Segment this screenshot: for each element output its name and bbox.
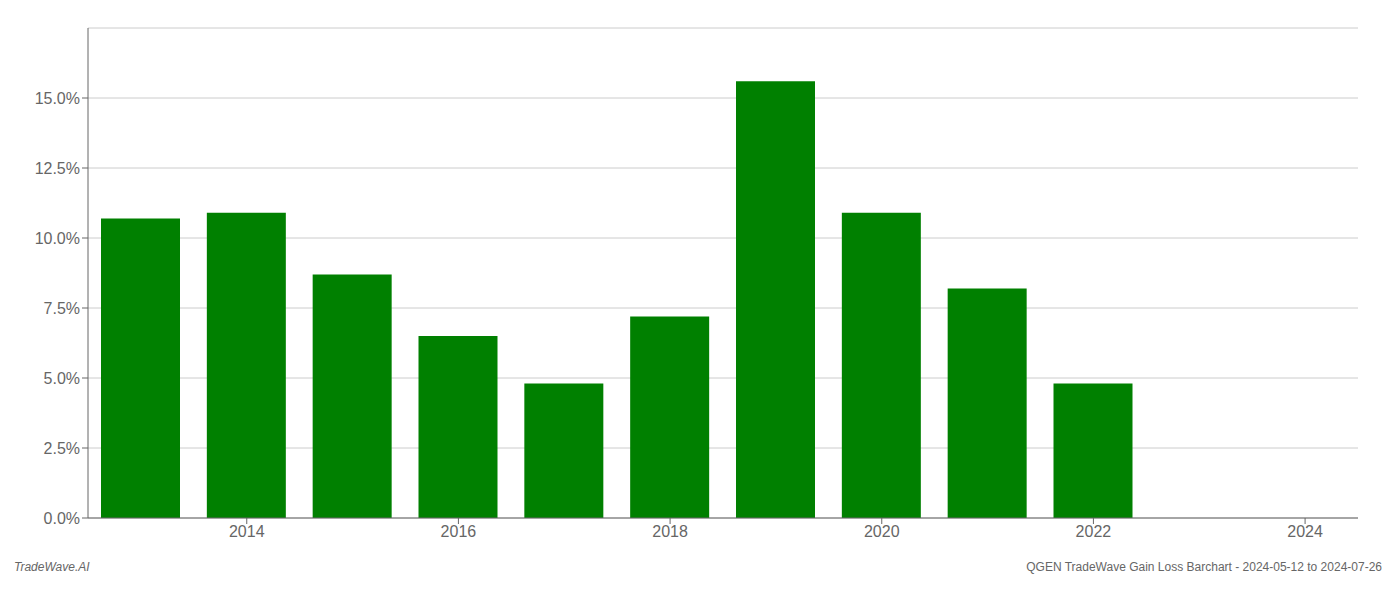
svg-text:2018: 2018	[652, 523, 688, 540]
html-text:QGEN TradeWave Gain Loss Barch: QGEN TradeWave Gain Loss Barchart - 2024…	[1026, 560, 1382, 574]
svg-text:10.0%: 10.0%	[35, 230, 80, 247]
svg-text:2014: 2014	[229, 523, 265, 540]
svg-text:15.0%: 15.0%	[35, 90, 80, 107]
svg-text:12.5%: 12.5%	[35, 160, 80, 177]
svg-text:0.0%: 0.0%	[44, 510, 80, 527]
svg-text:2024: 2024	[1287, 523, 1323, 540]
svg-text:2016: 2016	[441, 523, 477, 540]
html-text:TradeWave.AI: TradeWave.AI	[14, 560, 90, 574]
svg-text:2.5%: 2.5%	[44, 440, 80, 457]
svg-text:2020: 2020	[864, 523, 900, 540]
svg-text:7.5%: 7.5%	[44, 300, 80, 317]
svg-text:2022: 2022	[1076, 523, 1112, 540]
svg-text:5.0%: 5.0%	[44, 370, 80, 387]
